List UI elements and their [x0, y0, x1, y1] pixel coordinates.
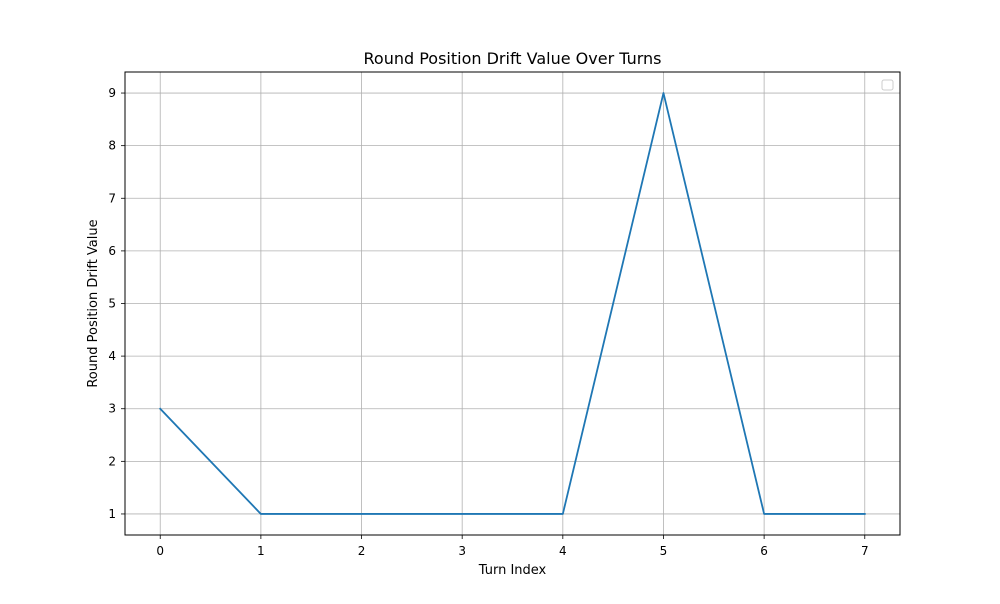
y-tick-label: 7	[108, 191, 116, 205]
grid-lines	[125, 72, 900, 535]
x-tick-label: 2	[358, 544, 366, 558]
y-axis-label: Round Position Drift Value	[86, 219, 101, 387]
x-tick-label: 0	[156, 544, 164, 558]
series-line	[158, 92, 866, 515]
x-tick-label: 6	[760, 544, 768, 558]
legend-box	[881, 79, 894, 91]
x-tick-label: 3	[458, 544, 466, 558]
y-tick-label: 6	[108, 244, 116, 258]
y-tick-label: 9	[108, 86, 116, 100]
y-tick-label: 4	[108, 349, 116, 363]
axis-ticks: 0 1 2 3 4 5 6 7 1 2 3 4 5 6 7 8 9	[108, 86, 868, 558]
x-tick-label: 5	[660, 544, 668, 558]
x-axis-label: Turn Index	[478, 563, 547, 578]
y-tick-label: 8	[108, 139, 116, 153]
x-tick-label: 7	[861, 544, 869, 558]
series-layer	[158, 92, 866, 515]
x-tick-label: 1	[257, 544, 265, 558]
y-tick-label: 5	[108, 297, 116, 311]
chart-title: Round Position Drift Value Over Turns	[364, 49, 662, 68]
y-tick-label: 2	[108, 454, 116, 468]
x-tick-label: 4	[559, 544, 567, 558]
y-tick-label: 1	[108, 507, 116, 521]
y-tick-label: 3	[108, 402, 116, 416]
